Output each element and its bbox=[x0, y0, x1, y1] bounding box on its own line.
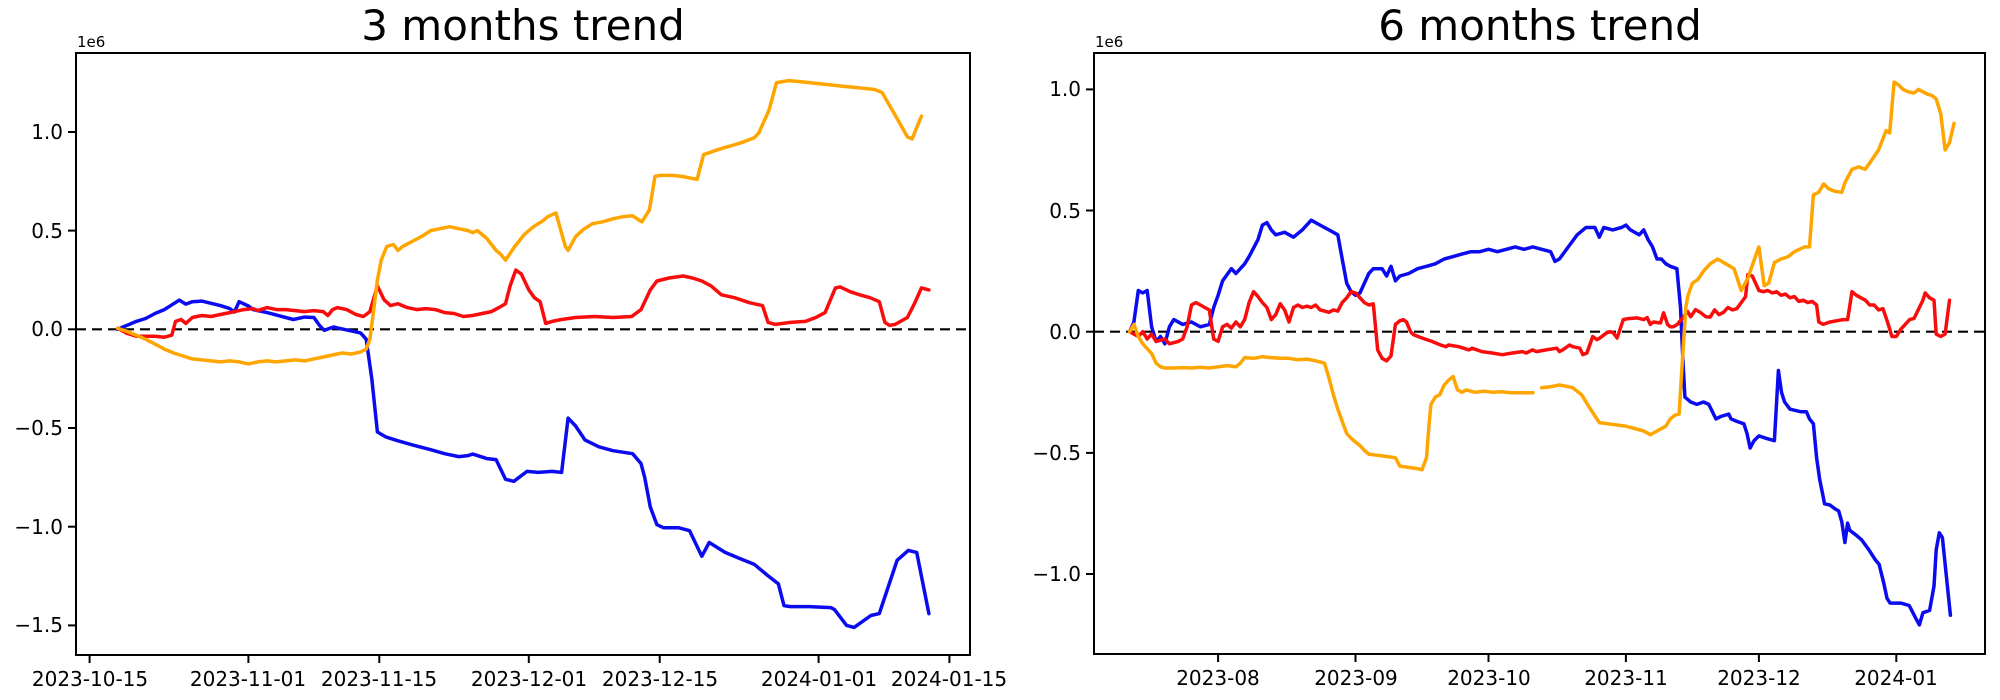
y-tick-label: −1.0 bbox=[1032, 562, 1081, 586]
axis-offset-label: 1e6 bbox=[77, 33, 106, 51]
chart-6-months-trend: 6 months trend 1e6 2023-08 2023-09 2023-10… bbox=[1000, 0, 2000, 700]
y-tick-label: 1.0 bbox=[31, 120, 63, 144]
series-line-red bbox=[1127, 272, 1952, 363]
y-tick-label: 0.0 bbox=[1049, 320, 1081, 344]
plot-border bbox=[1093, 52, 1986, 655]
chart-title: 6 months trend bbox=[1378, 1, 1702, 50]
series-line-blue bbox=[115, 298, 931, 630]
y-tick-label: −1.5 bbox=[14, 613, 63, 637]
x-tick-label: 2023-12 bbox=[1717, 666, 1801, 690]
x-tick-label: 2023-09 bbox=[1314, 666, 1398, 690]
x-tick-label: 2023-12-01 bbox=[470, 667, 588, 691]
y-tick-label: 0.5 bbox=[1049, 199, 1081, 223]
chart-3-months-trend: 3 months trend 1e6 2023-10-15 2023-11-01 2… bbox=[14, 1, 1007, 692]
axis-offset-label: 1e6 bbox=[1095, 33, 1124, 51]
x-tick-label: 2023-10 bbox=[1447, 666, 1531, 690]
plot-border bbox=[75, 52, 971, 656]
y-tick-label: −0.5 bbox=[14, 416, 63, 440]
series-line-red bbox=[115, 268, 931, 339]
x-tick-label: 2023-12-15 bbox=[601, 667, 719, 691]
plot-area bbox=[1086, 52, 1986, 662]
plot-area bbox=[68, 52, 971, 663]
x-tick-label: 2024-01-01 bbox=[760, 667, 878, 691]
x-tick-label: 2023-11 bbox=[1584, 666, 1668, 690]
y-tick-label: 1.0 bbox=[1049, 77, 1081, 101]
x-tick-label: 2024-01 bbox=[1854, 666, 1938, 690]
y-tick-label: −0.5 bbox=[1032, 441, 1081, 465]
chart-title: 3 months trend bbox=[361, 1, 685, 50]
y-tick-label: 0.5 bbox=[31, 219, 63, 243]
x-tick-label: 2024-01-15 bbox=[890, 667, 1008, 691]
y-tick-label: −1.0 bbox=[14, 515, 63, 539]
x-tick-label: 2023-08 bbox=[1176, 666, 1260, 690]
x-tick-label: 2023-10-15 bbox=[31, 667, 149, 691]
y-tick-label: 0.0 bbox=[31, 317, 63, 341]
series-line-blue bbox=[1127, 218, 1953, 627]
series-line-orange bbox=[1127, 80, 1956, 472]
series-line-orange bbox=[115, 78, 924, 366]
x-tick-label: 2023-11-15 bbox=[320, 667, 438, 691]
x-tick-label: 2023-11-01 bbox=[189, 667, 307, 691]
